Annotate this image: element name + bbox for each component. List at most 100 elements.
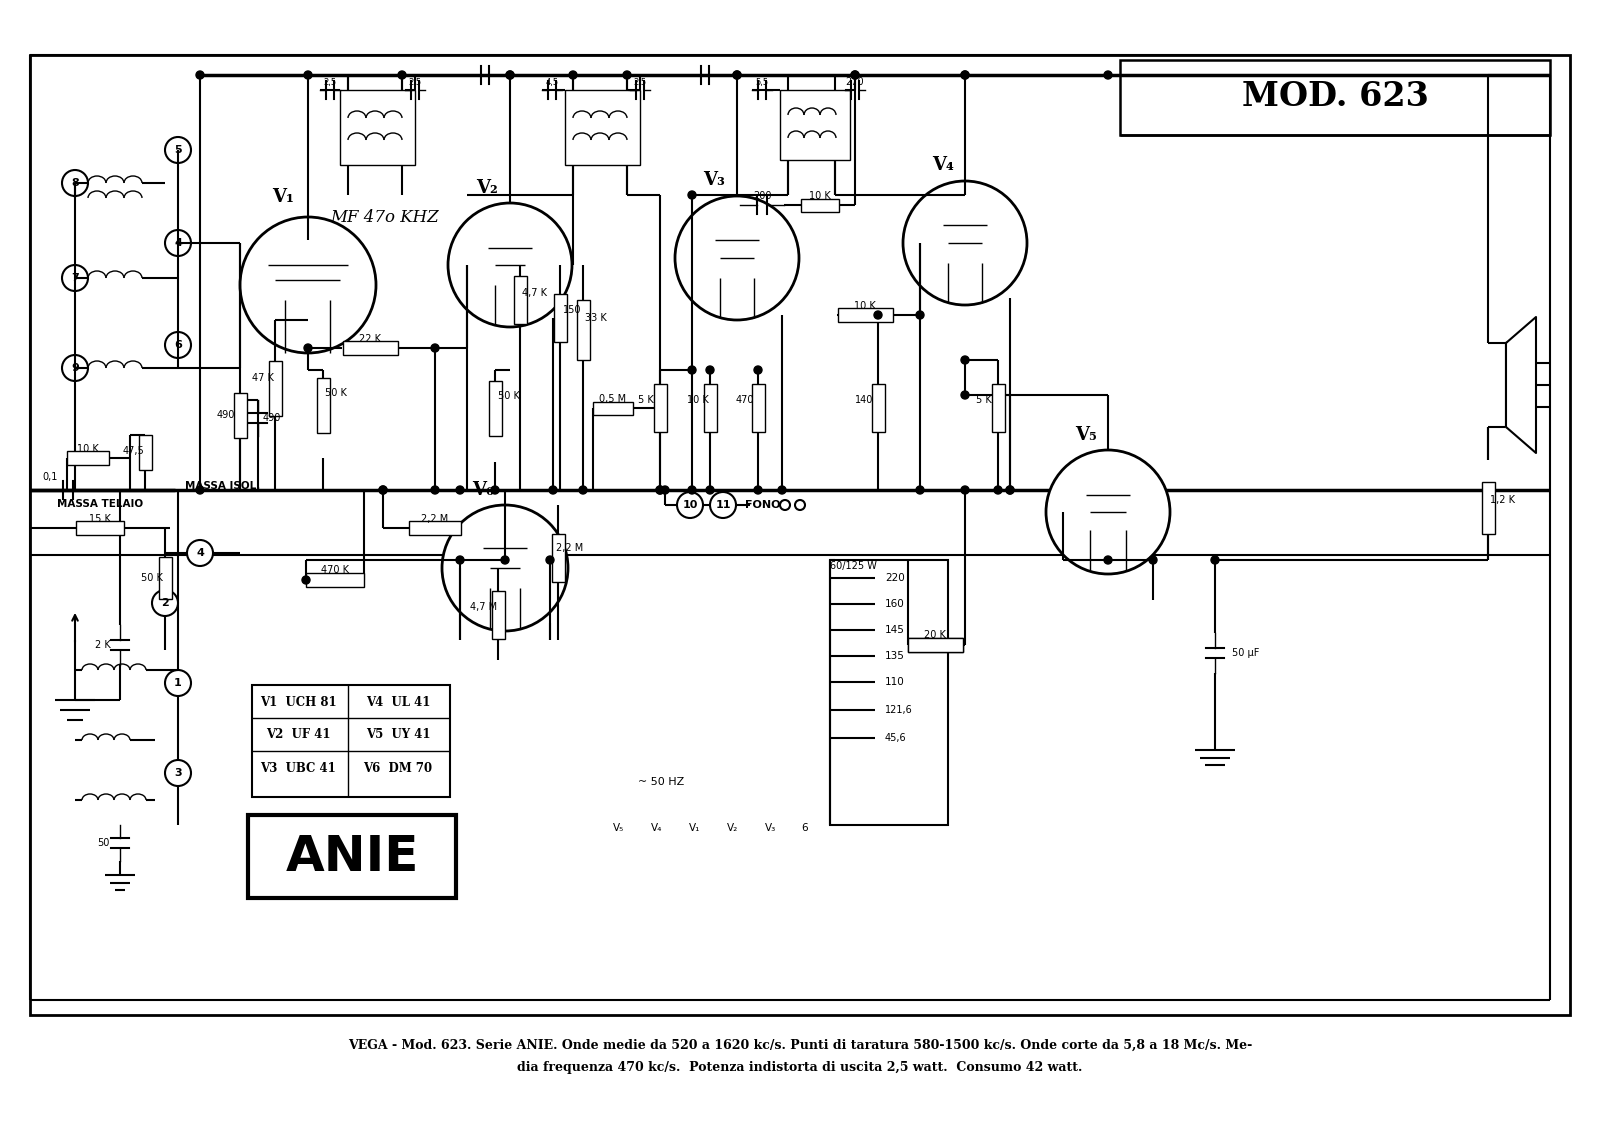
Circle shape: [733, 71, 741, 79]
Bar: [837, 308, 893, 322]
Text: 5 K: 5 K: [638, 395, 654, 405]
Text: MOD. 623: MOD. 623: [1242, 80, 1429, 113]
Text: 0,1: 0,1: [42, 472, 58, 482]
Bar: [1120, 60, 1550, 135]
Bar: [576, 300, 589, 360]
Text: V4  UL 41: V4 UL 41: [366, 696, 430, 708]
Bar: [248, 815, 456, 898]
Circle shape: [570, 71, 578, 79]
Text: V₁: V₁: [272, 188, 294, 206]
Text: 60/125 W: 60/125 W: [830, 561, 877, 571]
Circle shape: [506, 71, 514, 79]
Circle shape: [1006, 486, 1014, 494]
Circle shape: [456, 556, 464, 564]
Bar: [342, 342, 397, 355]
Circle shape: [430, 486, 438, 494]
Circle shape: [795, 500, 805, 510]
Circle shape: [874, 311, 882, 319]
Bar: [907, 638, 963, 651]
Circle shape: [165, 333, 190, 359]
Circle shape: [579, 486, 587, 494]
Text: 0,5 M: 0,5 M: [600, 394, 627, 404]
Circle shape: [706, 486, 714, 494]
Text: V₂: V₂: [477, 179, 498, 197]
Text: 10 K: 10 K: [810, 191, 830, 201]
Circle shape: [304, 344, 312, 352]
Circle shape: [240, 217, 376, 353]
Text: V₄: V₄: [933, 156, 954, 174]
Text: 47 K: 47 K: [253, 373, 274, 383]
Circle shape: [165, 230, 190, 256]
Circle shape: [152, 590, 178, 616]
Bar: [488, 380, 501, 435]
Circle shape: [1149, 556, 1157, 564]
Text: MF 47o KHZ: MF 47o KHZ: [331, 209, 440, 226]
Text: 10: 10: [682, 500, 698, 510]
Text: 6: 6: [802, 823, 808, 834]
Text: 150: 150: [563, 305, 581, 316]
Circle shape: [1006, 486, 1014, 494]
Circle shape: [754, 486, 762, 494]
Bar: [872, 385, 885, 432]
Circle shape: [851, 71, 859, 79]
Bar: [317, 378, 330, 432]
Bar: [410, 521, 461, 535]
Text: V₃: V₃: [765, 823, 776, 834]
Text: 140: 140: [854, 395, 874, 405]
Text: 4,5: 4,5: [546, 78, 558, 86]
Text: V2  UF 41: V2 UF 41: [266, 728, 330, 742]
Circle shape: [915, 311, 925, 319]
Text: MASSA ISOL.: MASSA ISOL.: [186, 481, 261, 491]
Circle shape: [302, 576, 310, 584]
Bar: [139, 434, 152, 469]
Circle shape: [675, 196, 798, 320]
Text: 470 K: 470 K: [322, 566, 349, 575]
Circle shape: [1046, 450, 1170, 575]
Bar: [552, 534, 565, 582]
Circle shape: [962, 356, 970, 364]
Text: 1,2 K: 1,2 K: [1491, 495, 1515, 506]
Text: 50 K: 50 K: [141, 573, 163, 582]
Text: 10 K: 10 K: [854, 301, 875, 311]
Text: 47,5: 47,5: [122, 446, 144, 456]
Text: 11: 11: [715, 500, 731, 510]
Circle shape: [456, 486, 464, 494]
Text: V₄: V₄: [651, 823, 662, 834]
Text: 220: 220: [885, 573, 904, 582]
Bar: [907, 638, 963, 651]
Circle shape: [851, 71, 859, 79]
Text: 5 K: 5 K: [976, 395, 992, 405]
Bar: [992, 385, 1005, 432]
Text: 1: 1: [174, 677, 182, 688]
Text: V₆: V₆: [472, 481, 494, 499]
Circle shape: [195, 486, 205, 494]
Circle shape: [622, 71, 630, 79]
Circle shape: [398, 71, 406, 79]
Circle shape: [506, 71, 514, 79]
Text: V₁: V₁: [690, 823, 701, 834]
Circle shape: [688, 486, 696, 494]
Text: 22 K: 22 K: [358, 334, 381, 344]
Bar: [554, 294, 566, 342]
Text: 2,5: 2,5: [634, 78, 646, 86]
Circle shape: [501, 556, 509, 564]
Text: dia frequenza 470 kc/s.  Potenza indistorta di uscita 2,5 watt.  Consumo 42 watt: dia frequenza 470 kc/s. Potenza indistor…: [517, 1061, 1083, 1073]
Circle shape: [781, 500, 790, 510]
Bar: [30, 55, 1570, 1015]
Circle shape: [661, 486, 669, 494]
Text: 4: 4: [197, 549, 203, 558]
Text: ANIE: ANIE: [285, 834, 419, 881]
Text: 470: 470: [736, 395, 754, 405]
Text: 7: 7: [70, 273, 78, 283]
Text: 50 K: 50 K: [498, 391, 520, 402]
Text: 490: 490: [218, 411, 235, 420]
Text: 45,6: 45,6: [885, 733, 907, 743]
Circle shape: [754, 366, 762, 374]
Text: 5: 5: [174, 145, 182, 155]
Text: 4,7 M: 4,7 M: [470, 602, 498, 612]
Text: 6: 6: [174, 340, 182, 349]
Text: 50 µF: 50 µF: [1232, 648, 1259, 658]
Text: 2: 2: [162, 598, 170, 608]
Circle shape: [379, 486, 387, 494]
Circle shape: [165, 760, 190, 786]
